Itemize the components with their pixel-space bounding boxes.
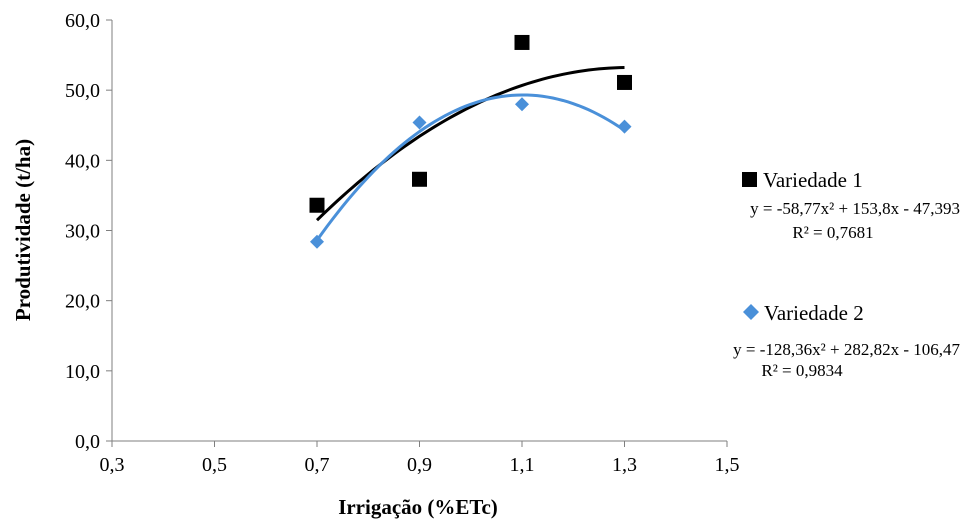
trendline-equation-1: y = -58,77x² + 153,8x - 47,393 <box>750 199 960 218</box>
data-point-series-1 <box>412 171 427 187</box>
data-point-series-2 <box>617 119 632 134</box>
trendline-r2-1: R² = 0,7681 <box>792 223 873 242</box>
data-point-series-2 <box>412 115 427 130</box>
x-tick-label: 1,3 <box>612 454 637 476</box>
legend: Variedade 1 y = -58,77x² + 153,8x - 47,3… <box>733 168 960 380</box>
x-tick-label: 0,5 <box>202 454 227 476</box>
legend-entry-2: Variedade 2 y = -128,36x² + 282,82x - 10… <box>733 301 960 380</box>
legend-label-2: Variedade 2 <box>764 301 864 325</box>
legend-entry-1: Variedade 1 y = -58,77x² + 153,8x - 47,3… <box>742 168 960 242</box>
data-point-series-1 <box>617 74 632 90</box>
y-tick-label: 30,0 <box>65 221 100 243</box>
x-tick-label: 1,1 <box>510 454 535 476</box>
axes: 0,3 0,5 0,7 0,9 1,1 1,3 1,5 0,0 10,0 20,0 30,0 40,0… <box>65 10 740 476</box>
y-tick-label: 60,0 <box>65 10 100 32</box>
trendline-1 <box>315 66 625 222</box>
data-points <box>309 34 632 249</box>
y-tick-label: 40,0 <box>65 150 100 172</box>
trendline-equation-2: y = -128,36x² + 282,82x - 106,47 <box>733 340 960 359</box>
y-axis-title: Produtividade (t/ha) <box>11 139 35 321</box>
data-point-series-1 <box>309 197 325 213</box>
trendlines <box>315 66 626 242</box>
legend-marker-diamond <box>743 304 759 320</box>
x-tick-label: 0,3 <box>100 454 125 476</box>
y-tick-label: 50,0 <box>65 80 100 102</box>
data-point-series-1 <box>514 34 530 50</box>
x-tick-label: 0,9 <box>407 454 432 476</box>
legend-marker-square <box>742 172 757 187</box>
data-point-series-2 <box>310 234 324 249</box>
x-tick-label: 0,7 <box>305 454 330 476</box>
x-tick-label: 1,5 <box>715 454 740 476</box>
y-tick-label: 10,0 <box>65 361 100 383</box>
y-tick-label: 20,0 <box>65 291 100 313</box>
y-tick-label: 0,0 <box>75 431 100 453</box>
data-point-series-2 <box>515 97 529 112</box>
x-axis-title: Irrigação (%ETc) <box>338 495 498 519</box>
trendline-2 <box>315 93 626 242</box>
legend-label-1: Variedade 1 <box>763 168 863 192</box>
trendline-r2-2: R² = 0,9834 <box>761 361 843 380</box>
